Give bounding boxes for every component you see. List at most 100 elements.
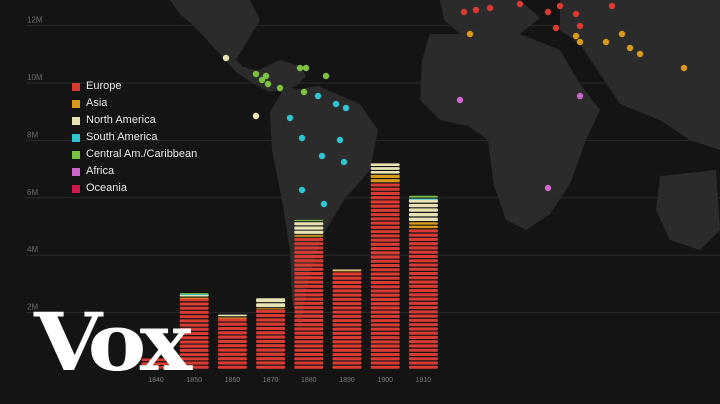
bar-stripe <box>179 315 209 319</box>
bar-stripe <box>408 293 438 297</box>
bar-stripe <box>294 340 324 344</box>
bar-stripe <box>408 335 438 339</box>
bar-stripe <box>370 179 400 183</box>
bar-stripe <box>256 339 286 343</box>
bar-stripe <box>217 314 247 317</box>
bar-stripe <box>217 339 247 343</box>
origin-dot <box>276 84 284 92</box>
bar-segment <box>332 270 362 272</box>
bar-stripe <box>332 344 362 348</box>
bar-stripe <box>332 293 362 297</box>
bar-stripe <box>408 208 438 212</box>
bar-stripe <box>217 322 247 326</box>
bar-stripe <box>294 250 324 254</box>
bar-stripe <box>332 270 362 272</box>
bar-stripe <box>408 267 438 271</box>
bar-stripe <box>370 327 400 331</box>
bar-segment <box>370 163 400 174</box>
bar-stripe <box>217 352 247 356</box>
bar-stripe <box>370 353 400 357</box>
origin-dot <box>300 88 308 96</box>
bar-stripe <box>332 361 362 365</box>
origin-dot <box>544 184 552 192</box>
bar-stripe <box>294 348 324 352</box>
bar-stripe <box>408 242 438 246</box>
bar-stripe <box>408 301 438 305</box>
bar-stripe <box>179 344 209 348</box>
bar-stripe <box>408 222 438 225</box>
bar-stripe <box>370 357 400 361</box>
bar-stripe <box>408 297 438 301</box>
bar-stripe <box>179 310 209 314</box>
bar-stripe <box>408 314 438 318</box>
bar-stripe <box>217 348 247 352</box>
bar-stripe <box>332 269 362 271</box>
origin-dot <box>264 80 272 88</box>
bar-segment <box>332 269 362 271</box>
bar-stripe <box>408 306 438 310</box>
bar-segment <box>370 183 400 369</box>
bar-stripe <box>332 323 362 327</box>
bar-stripe <box>294 272 324 276</box>
asia-landmass <box>560 0 720 150</box>
bar-segment <box>332 272 362 369</box>
bar-stripe <box>141 358 171 362</box>
bar-stripe <box>408 323 438 327</box>
bar-stripe <box>408 198 438 200</box>
origin-dot <box>320 200 328 208</box>
bar-segment <box>408 229 438 369</box>
origin-dot <box>466 30 474 38</box>
bar-stripe <box>294 344 324 348</box>
bar-stripe <box>294 284 324 288</box>
origin-dot <box>460 8 468 16</box>
origin-dot <box>258 76 266 84</box>
vox-logo-text: Vox <box>34 295 192 389</box>
x-tick-label: 1880 <box>301 377 317 384</box>
bar-stripe <box>408 276 438 280</box>
bar-stripe <box>294 352 324 357</box>
bar-stripe <box>294 267 324 271</box>
bar-1840 <box>141 358 171 369</box>
bar-stripe <box>370 344 400 348</box>
origin-dot <box>336 136 344 144</box>
bar-stripe <box>332 348 362 352</box>
legend-item: Europe <box>72 78 197 95</box>
bar-stripe <box>256 357 286 361</box>
bar-stripe <box>370 217 400 221</box>
bar-stripe <box>408 318 438 322</box>
bar-stripe <box>294 280 324 284</box>
bar-stripe <box>408 263 438 267</box>
bar-stripe <box>332 285 362 289</box>
origin-dot <box>556 2 564 10</box>
bar-stripe <box>332 357 362 361</box>
bar-stripe <box>370 204 400 208</box>
bar-stripe <box>179 298 209 302</box>
bar-stripe <box>408 246 438 250</box>
bar-stripe <box>294 246 324 250</box>
bar-stripe <box>294 314 324 318</box>
bar-stripe <box>370 310 400 314</box>
bar-segment <box>179 298 209 369</box>
bar-stripe <box>408 348 438 352</box>
legend-item: South America <box>72 129 197 146</box>
x-tick-label: 1900 <box>377 377 393 384</box>
origin-dot <box>298 134 306 142</box>
bar-stripe <box>408 213 438 217</box>
bar-segment <box>217 314 247 317</box>
bar-segment <box>408 198 438 200</box>
bar-stripe <box>408 250 438 254</box>
origin-dot <box>552 24 560 32</box>
bar-stripe <box>256 322 286 326</box>
bar-stripe <box>332 331 362 335</box>
bar-stripe <box>370 238 400 242</box>
bar-1890 <box>332 269 362 369</box>
bar-segment <box>294 235 324 237</box>
bar-segment <box>370 174 400 183</box>
origin-dot <box>262 72 270 80</box>
origin-dot <box>222 54 230 62</box>
legend-item: Africa <box>72 163 197 180</box>
bar-stripe <box>370 340 400 344</box>
bar-stripe <box>179 357 209 361</box>
bar-stripe <box>294 323 324 327</box>
origin-dot <box>286 114 294 122</box>
